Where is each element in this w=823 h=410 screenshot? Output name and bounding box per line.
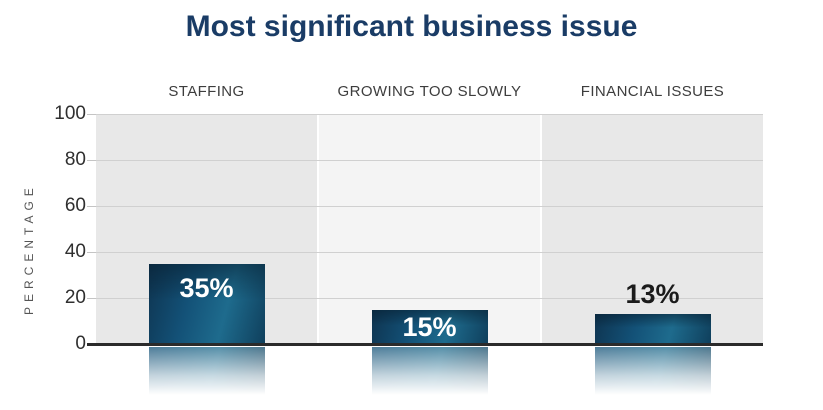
gridline xyxy=(96,205,763,207)
y-tick-label: 60 xyxy=(64,195,86,216)
gridline xyxy=(96,297,763,299)
bar-reflection xyxy=(148,346,265,399)
gridline xyxy=(96,113,763,115)
reflection-fade xyxy=(371,346,488,399)
y-tick-label: 100 xyxy=(54,103,86,124)
plot-panel xyxy=(319,114,540,344)
axis-tick xyxy=(87,297,96,299)
category-label: FINANCIAL ISSUES xyxy=(580,83,725,100)
bar-value-label: 13% xyxy=(625,279,680,310)
bar-value-label: 15% xyxy=(402,311,457,342)
gridline xyxy=(96,251,763,253)
y-tick-label: 0 xyxy=(75,333,86,354)
y-tick-label: 20 xyxy=(64,287,86,308)
bar-growing-too-slowly: 15% xyxy=(371,309,488,344)
category-label: GROWING TOO SLOWLY xyxy=(337,83,522,100)
bar-financial-issues xyxy=(594,314,711,344)
y-tick-label: 40 xyxy=(64,241,86,262)
bar-value-label: 35% xyxy=(179,272,234,303)
category-label: STAFFING xyxy=(168,83,245,100)
x-axis-line xyxy=(87,342,763,346)
y-tick-label: 80 xyxy=(64,149,86,170)
axis-tick xyxy=(87,113,96,115)
plot-panel xyxy=(542,114,763,344)
bar-reflection xyxy=(594,346,711,399)
reflection-fade xyxy=(594,346,711,399)
axis-tick xyxy=(87,159,96,161)
bar-staffing: 35% xyxy=(148,264,265,344)
gridline xyxy=(96,159,763,161)
chart-title: Most significant business issue xyxy=(185,10,638,43)
reflection-fade xyxy=(148,346,265,399)
axis-tick xyxy=(87,205,96,207)
bar-reflection xyxy=(371,346,488,399)
axis-tick xyxy=(87,251,96,253)
